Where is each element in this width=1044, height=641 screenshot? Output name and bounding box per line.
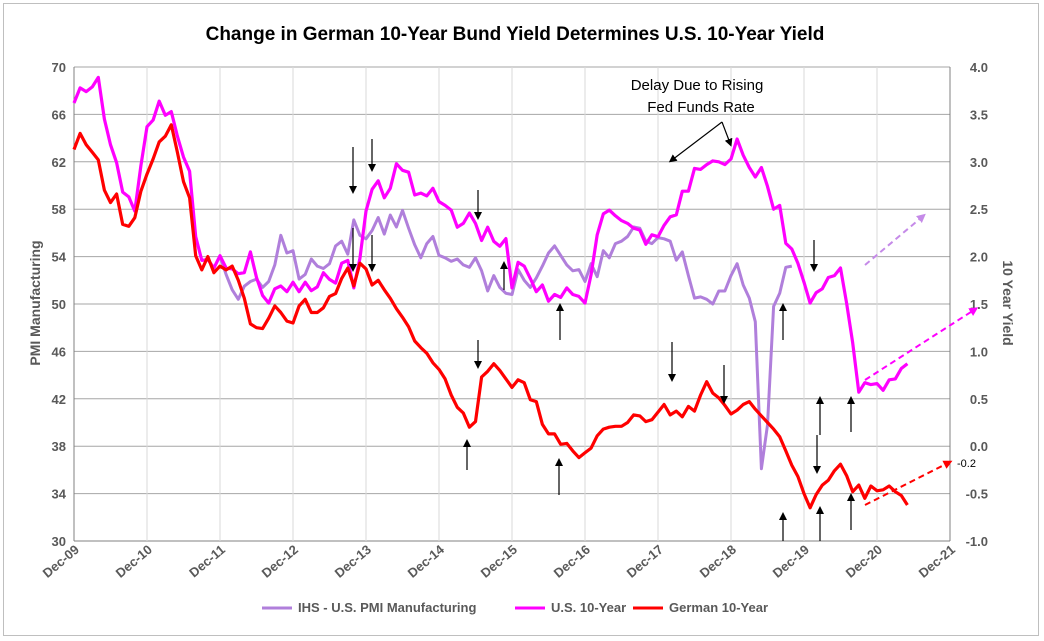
delay-annotation-line1: Delay Due to Rising — [631, 77, 764, 94]
left-tick-label: 42 — [52, 392, 66, 407]
series-line-0 — [218, 208, 793, 471]
delay-annotation-line2: Fed Funds Rate — [647, 99, 755, 116]
right-tick-label: 2.5 — [970, 202, 988, 217]
x-tick-label: Dec-21 — [916, 542, 958, 581]
left-tick-label: 38 — [52, 439, 66, 454]
right-tick-label: -0.5 — [966, 487, 988, 502]
right-tick-label: 0.0 — [970, 439, 988, 454]
right-tick-label: 1.0 — [970, 344, 988, 359]
left-axis-label: PMI Manufacturing — [27, 240, 43, 365]
right-tick-label: 4.0 — [970, 60, 988, 75]
x-tick-label: Dec-20 — [843, 542, 885, 581]
legend-label: German 10-Year — [669, 600, 768, 615]
us-projection-arrow — [864, 307, 979, 381]
x-tick-label: Dec-19 — [770, 542, 812, 581]
right-tick-label: 3.5 — [970, 107, 988, 122]
left-tick-label: 70 — [52, 60, 66, 75]
left-tick-label: 46 — [52, 344, 66, 359]
right-tick-label: -1.0 — [966, 534, 988, 549]
right-tick-label: 0.5 — [970, 392, 988, 407]
end-value-label: -0.2 — [957, 458, 976, 470]
series-lines — [72, 75, 909, 510]
x-tick-label: Dec-18 — [697, 542, 739, 581]
left-tick-label: 34 — [52, 487, 67, 502]
right-tick-label: 3.0 — [970, 155, 988, 170]
gridlines — [73, 66, 951, 542]
right-tick-label: 2.0 — [970, 250, 988, 265]
x-tick-label: Dec-12 — [259, 542, 301, 581]
german-projection-arrow — [864, 460, 953, 506]
series-line-1 — [72, 75, 909, 394]
left-axis: 70 66 62 58 54 50 46 42 38 34 30 — [52, 60, 67, 549]
legend-label: IHS - U.S. PMI Manufacturing — [298, 600, 476, 615]
annotations: Delay Due to Rising Fed Funds Rate -0.2 — [349, 77, 979, 541]
chart-title: Change in German 10-Year Bund Yield Dete… — [206, 24, 825, 45]
series-line-2 — [72, 123, 909, 510]
turning-point-arrows — [349, 139, 855, 541]
x-axis: Dec-09 Dec-10 Dec-11 Dec-12 Dec-13 Dec-14 Dec-… — [40, 541, 958, 580]
x-tick-label: Dec-14 — [405, 541, 448, 580]
x-tick-label: Dec-10 — [113, 542, 155, 581]
right-axis-label: 10 Year Yield — [1000, 260, 1016, 345]
delay-pointer-left — [668, 121, 723, 163]
right-axis: 4.0 3.5 3.0 2.5 2.0 1.5 1.0 0.5 0.0 -0.5 -1.0 — [966, 60, 988, 549]
x-tick-label: Dec-13 — [332, 542, 374, 581]
chart-frame — [3, 3, 1039, 636]
legend-label: U.S. 10-Year — [551, 600, 626, 615]
x-tick-label: Dec-15 — [478, 542, 520, 581]
legend: IHS - U.S. PMI Manufacturing U.S. 10-Year… — [262, 600, 768, 615]
left-tick-label: 62 — [52, 155, 66, 170]
x-tick-label: Dec-16 — [551, 542, 593, 581]
pmi-projection-arrow — [864, 213, 926, 266]
x-tick-label: Dec-11 — [186, 542, 228, 580]
right-tick-label: 1.5 — [970, 297, 988, 312]
left-tick-label: 66 — [52, 107, 66, 122]
left-tick-label: 50 — [52, 297, 66, 312]
left-tick-label: 30 — [52, 534, 66, 549]
delay-pointer-right — [721, 121, 733, 147]
x-tick-label: Dec-17 — [624, 542, 666, 581]
left-tick-label: 58 — [52, 202, 66, 217]
left-tick-label: 54 — [52, 250, 67, 265]
